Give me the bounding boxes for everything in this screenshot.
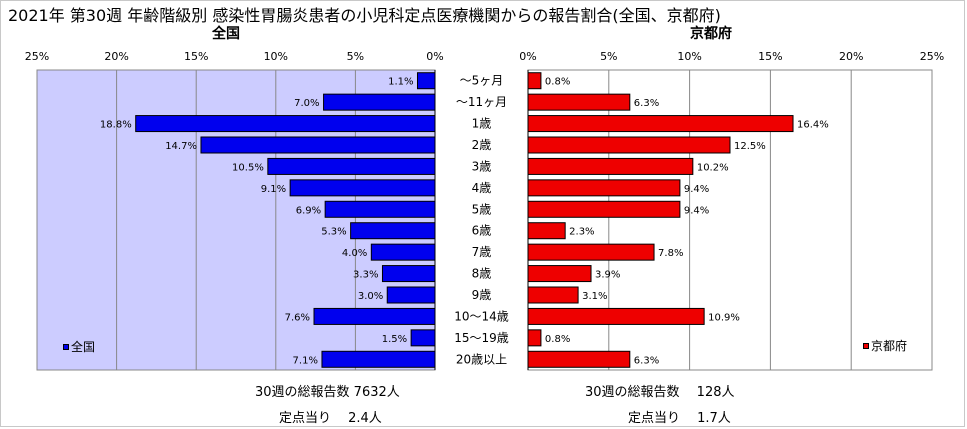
category-label: 5歳 (472, 202, 492, 216)
data-label-kyoto: 6.3% (634, 98, 659, 109)
bar-kyoto (527, 222, 566, 240)
bar-national (200, 136, 436, 154)
right-plot-area (527, 69, 933, 371)
bar-kyoto (527, 286, 579, 304)
data-label-national: 1.5% (382, 334, 407, 345)
left-tick-label: 15% (184, 50, 208, 63)
bar-national (386, 286, 436, 304)
bar-national (289, 179, 436, 197)
national-total-reports: 30週の総報告数 7632人 (255, 385, 400, 400)
data-label-national: 7.0% (294, 98, 319, 109)
data-label-kyoto: 10.9% (708, 312, 740, 323)
category-label: 2歳 (472, 138, 492, 152)
bar-kyoto (527, 72, 542, 90)
right-tick-label: 15% (758, 50, 782, 63)
legend-label-kyoto: 京都府 (871, 339, 908, 353)
category-label: 8歳 (472, 267, 492, 281)
bar-national (381, 265, 436, 283)
data-label-kyoto: 10.2% (697, 162, 729, 173)
bar-kyoto (527, 307, 705, 325)
legend-swatch-national (63, 343, 69, 350)
category-label: 20歳以上 (456, 352, 507, 366)
bar-national (323, 93, 436, 111)
data-label-kyoto: 3.1% (582, 291, 607, 302)
data-label-national: 5.3% (321, 227, 346, 238)
bar-kyoto (527, 136, 731, 154)
left-panel-title: 全国 (212, 26, 240, 42)
bar-kyoto (527, 157, 694, 175)
right-tick-label: 5% (600, 50, 617, 63)
data-label-kyoto: 9.4% (684, 205, 709, 216)
data-label-national: 3.3% (353, 270, 378, 281)
chart-title: 2021年 第30週 年齢階級別 感染性胃腸炎患者の小児科定点医療機関からの報告… (8, 6, 721, 25)
category-label: 9歳 (472, 288, 492, 302)
bar-national (416, 72, 436, 90)
bar-kyoto (527, 200, 681, 218)
bar-kyoto (527, 93, 631, 111)
data-label-kyoto: 2.3% (569, 227, 594, 238)
category-label: 6歳 (472, 224, 492, 238)
right-tick-label: 10% (677, 50, 701, 63)
data-label-kyoto: 3.9% (595, 270, 620, 281)
data-label-national: 4.0% (342, 248, 367, 259)
kyoto-per-site: 定点当り 1.7人 (628, 411, 731, 426)
bar-national (313, 307, 436, 325)
bar-national (135, 115, 436, 133)
data-label-kyoto: 12.5% (734, 141, 766, 152)
right-tick-label: 0% (519, 50, 536, 63)
left-tick-label: 25% (25, 50, 49, 63)
legend-kyoto: 京都府 (863, 337, 907, 354)
bar-national (410, 329, 436, 347)
category-label: 3歳 (472, 159, 492, 173)
bar-kyoto (527, 329, 542, 347)
bar-kyoto (527, 265, 592, 283)
data-label-national: 7.6% (285, 312, 310, 323)
bar-national (324, 200, 436, 218)
left-tick-label: 0% (426, 50, 443, 63)
data-label-kyoto: 0.8% (545, 334, 570, 345)
left-tick-label: 10% (264, 50, 288, 63)
bar-kyoto (527, 179, 681, 197)
bar-kyoto (527, 243, 655, 261)
data-label-national: 9.1% (261, 184, 286, 195)
national-per-site: 定点当り 2.4人 (279, 411, 382, 426)
data-label-national: 6.9% (296, 205, 321, 216)
bar-kyoto (527, 115, 794, 133)
data-label-national: 18.8% (100, 120, 132, 131)
data-label-kyoto: 9.4% (684, 184, 709, 195)
right-panel-title: 京都府 (690, 26, 732, 42)
data-label-national: 10.5% (232, 162, 264, 173)
left-tick-label: 20% (104, 50, 128, 63)
category-label: 10～14歳 (454, 309, 509, 323)
data-label-kyoto: 6.3% (634, 355, 659, 366)
data-label-kyoto: 0.8% (545, 77, 570, 88)
left-plot-area (36, 69, 436, 371)
data-label-national: 14.7% (165, 141, 197, 152)
right-tick-label: 25% (920, 50, 944, 63)
data-label-kyoto: 7.8% (658, 248, 683, 259)
bar-national (350, 222, 436, 240)
bar-national (321, 350, 436, 368)
category-label: ～11ヶ月 (456, 95, 507, 109)
data-label-national: 7.1% (293, 355, 318, 366)
legend-label-national: 全国 (71, 340, 96, 354)
bar-national (267, 157, 436, 175)
legend-swatch-kyoto (863, 342, 869, 349)
data-label-national: 3.0% (358, 291, 383, 302)
category-label: 15～19歳 (454, 331, 509, 345)
bar-kyoto (527, 350, 631, 368)
data-label-national: 1.1% (388, 77, 413, 88)
category-label: 1歳 (472, 117, 492, 131)
data-label-kyoto: 16.4% (797, 120, 829, 131)
kyoto-total-reports: 30週の総報告数 128人 (585, 385, 735, 400)
bar-national (370, 243, 436, 261)
legend-national: 全国 (63, 338, 95, 355)
category-label: ～5ヶ月 (460, 74, 504, 88)
left-tick-label: 5% (347, 50, 364, 63)
category-label: 4歳 (472, 181, 492, 195)
category-label: 7歳 (472, 245, 492, 259)
right-tick-label: 20% (839, 50, 863, 63)
